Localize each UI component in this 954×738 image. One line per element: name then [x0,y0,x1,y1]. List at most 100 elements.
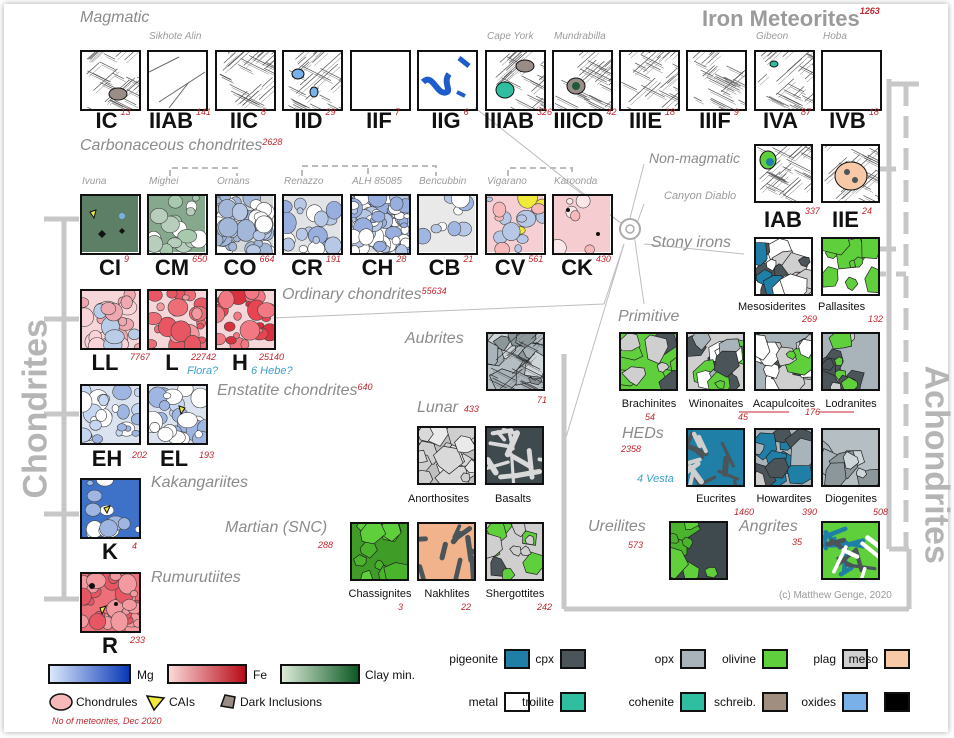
iron-iiiab-name: IIIAB 326 [483,107,553,133]
ec-el-texture [147,384,208,445]
iron-iva-locality: Gibeon [756,31,789,42]
primitive-label: Primitive [618,308,680,325]
martian-label: Martian (SNC) [225,519,328,536]
heds-label: HEDs [622,425,664,442]
martian-nakhlites-texture [417,522,476,581]
carb-ck-locality: Karoonda [554,176,598,187]
oc-l-count: 22742 [191,352,217,362]
iron-iiie-texture [619,50,680,111]
hed-howardites-texture [754,428,813,487]
carb-cm-texture [147,194,208,255]
kakangari-name: K [102,539,118,564]
iron-iva-texture [754,50,815,111]
swatch-metal [504,692,530,712]
mesosiderite-texture [754,237,813,296]
iie-texture [821,144,880,203]
meteorite-classification-diagram: Iron Meteorites1263 Magmatic Chondrites … [4,4,954,732]
iron-iiab-locality: Sikhote Alin [149,31,202,42]
count-note: No of meteorites, Dec 2020 [52,716,162,726]
oc-ll-name: LL [91,350,119,375]
hed-howardites-name: Howardites [756,493,812,505]
martian-chassignites-count: 3 [398,602,404,612]
ec-el-name: EL [159,446,189,471]
carb-cb-locality: Bencubbin [419,176,467,187]
swatch-schreib [762,692,788,712]
carb-cv-locality: Vigarano [487,176,527,187]
oc-l-name: L [165,350,179,375]
pallasite-texture [821,237,880,296]
chondrule-icon [49,693,73,711]
swatch-cpx [560,649,586,669]
rumuruti-texture [80,572,141,633]
anorthosite-texture [417,426,476,485]
label-pigeonite: pigeonite [449,652,498,666]
carb-ci-name: CI 9 [98,254,129,280]
label-schreib: schreib. [713,695,756,709]
primitive-winonaites-count: 45 [738,412,749,422]
carb-cr-locality: Renazzo [284,176,324,187]
primitive-pair-count: 176 [805,407,821,417]
swatch-olivine [762,649,788,669]
iron-iiiab-texture [485,50,546,111]
enstatite-label: Enstatite chondrites640 [217,382,373,399]
carb-cm-name: CM 650 [154,254,208,280]
martian-nakhlites-count: 22 [461,602,472,612]
label-plag: plag [813,652,836,666]
hed-howardites-count: 390 [802,507,818,517]
swatch-plag [842,649,868,669]
primitive-brachinites-texture [619,332,678,391]
iron-iiif-name: IIIF 9 [699,107,739,133]
martian-chassignites-name: Chassignites [348,588,412,600]
label-meso: meso [848,652,878,666]
flora-label: Flora? [187,365,219,377]
primitive-lodranites-texture [821,332,880,391]
hed-eucrites-count: 1460 [734,507,755,517]
swatch-meso [884,649,910,669]
lunar-label: Lunar 433 [417,399,479,416]
label-oxides: oxides [801,695,836,709]
iron-ivb-texture [821,50,882,111]
hebe-label: 6 Hebe? [251,365,293,377]
kakangari-count: 4 [132,541,138,551]
label-cohenite: cohenite [628,695,674,709]
clay-label: Clay min. [365,668,416,682]
carbonaceous-label: Carbonaceous chondrites2628 [80,137,283,154]
label-troilite: troilite [521,695,554,709]
rumuruti-label: Rumurutiites [151,569,241,586]
aubrites-label: Aubrites [405,330,464,347]
oc-h-count: 25140 [259,352,285,362]
primitive-winonaites-texture [686,332,745,391]
mg-label: Mg [137,668,154,682]
basalts-name: Basalts [495,493,532,505]
fe-gradient-swatch [167,664,247,684]
iron-iic-name: IIC 8 [229,107,267,133]
swatch-troilite [560,692,586,712]
rumuruti-count: 233 [130,635,146,645]
iab-texture [754,144,813,203]
iron-ic-texture [80,50,141,111]
hed-eucrites-texture [686,428,745,487]
iron-iif-name: IIF 7 [366,107,400,133]
iron-iiab-name: IIAB 141 [148,107,212,133]
iron-iiie-name: IIIE 18 [628,107,676,133]
mesosiderites-count: 269 [802,314,818,324]
cais-label: CAIs [169,695,196,709]
canyon-diablo-label: Canyon Diablo [664,190,737,202]
iab-name: IAB 337 [764,206,820,232]
ec-eh-texture [80,384,141,445]
cai-icon [145,695,166,712]
pallasites-name: Pallasites [818,301,866,313]
chondrules-label: Chondrules [76,695,138,709]
angrites-count: 35 [792,537,803,547]
hed-diogenites-texture [821,428,880,487]
iron-iiab-texture [147,50,208,111]
ureilites-label: Ureilites [588,518,646,535]
primitive-lodranites-name: Lodranites [825,398,877,410]
vesta-label: 4 Vesta [637,473,674,485]
carb-co-name: CO 664 [223,254,275,280]
hed-diogenites-count: 508 [873,507,889,517]
primitive-winonaites-name: Winonaites [688,398,744,410]
ec-eh-count: 202 [132,450,148,460]
iie-name: IIE 24 [832,206,872,232]
carb-ci-locality: Ivuna [82,176,107,187]
